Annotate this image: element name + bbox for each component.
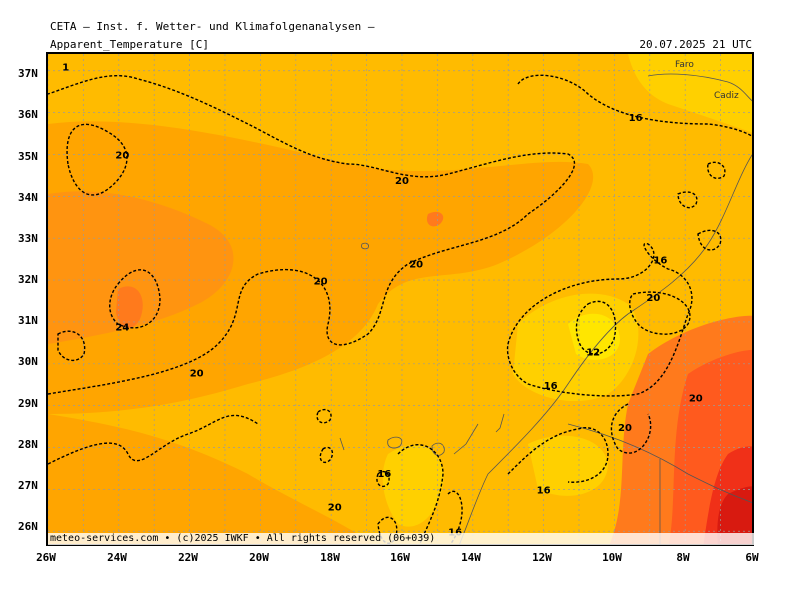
contour-20-blob3	[707, 161, 726, 180]
contour-20-center	[48, 75, 575, 395]
lon-label: 20W	[249, 551, 269, 564]
contour-label: 20	[409, 260, 423, 271]
contour-16-south	[507, 427, 609, 483]
contour-label: 1	[62, 63, 69, 74]
city-label-cadiz: Cadiz	[714, 91, 739, 101]
temperature-map: 1 20 24 20 20 20 20 16 16 20 12 16 20 20 16 16 20 16	[48, 54, 752, 544]
canary-tenerife	[387, 436, 403, 449]
contour-24b	[57, 330, 86, 361]
lon-label: 16W	[390, 551, 410, 564]
lat-label: 36N	[18, 108, 38, 121]
contour-16-small	[376, 470, 390, 488]
contour-20-isl2	[319, 446, 334, 464]
contour-label: 20	[190, 368, 204, 379]
contour-16-sw	[397, 444, 444, 544]
contour-label: 20	[689, 393, 703, 404]
lat-label: 31N	[18, 314, 38, 327]
contour-labels: 1 20 24 20 20 20 20 16 16 20 12 16 20 20 16 16 20 16	[62, 63, 703, 539]
madeira	[361, 242, 369, 250]
contour-16-north	[517, 74, 752, 137]
contour-label: 16	[448, 527, 462, 538]
lon-label: 22W	[178, 551, 198, 564]
map-title: CETA — Inst. f. Wetter- und Klimafolgena…	[50, 20, 375, 33]
contour-label: 16	[377, 469, 391, 480]
region-cool-north	[628, 54, 752, 133]
contour-20-blob1	[697, 229, 722, 251]
lat-label: 28N	[18, 438, 38, 451]
contour-16-bottom	[447, 490, 463, 544]
city-label-faro: Faro	[675, 60, 694, 70]
contour-20-east	[629, 291, 691, 335]
contour-24	[109, 269, 161, 329]
region-cool-south2	[528, 435, 608, 496]
lon-label: 8W	[676, 551, 690, 564]
lat-label: 30N	[18, 355, 38, 368]
contour-label: 20	[115, 151, 129, 162]
contour-20-north	[66, 123, 128, 196]
contour-label: 16	[544, 381, 558, 392]
contour-20-se	[610, 403, 652, 454]
copyright-notice: meteo-services.com • (c)2025 IWKF • All …	[48, 533, 755, 545]
contour-lines	[48, 74, 752, 544]
region-warm-sw	[48, 414, 373, 544]
map-frame: 1 20 24 20 20 20 20 16 16 20 12 16 20 20 16 16 20 16	[46, 52, 754, 546]
lat-label: 35N	[18, 150, 38, 163]
lat-label: 32N	[18, 273, 38, 286]
valid-time: 20.07.2025 21 UTC	[639, 38, 752, 51]
contour-label: 24	[115, 322, 129, 333]
hotspot-west	[116, 286, 143, 328]
contour-20-isl1	[316, 408, 332, 424]
contour-20-blob2	[677, 191, 698, 209]
lat-label: 33N	[18, 232, 38, 245]
lat-label: 29N	[18, 397, 38, 410]
lon-label: 14W	[461, 551, 481, 564]
hotspot-mid	[426, 211, 444, 227]
canary-lapalma	[339, 437, 345, 451]
region-cool-south	[382, 445, 444, 527]
canary-fuerteventura	[453, 423, 479, 455]
contour-20-south	[48, 414, 259, 465]
contour-label: 20	[618, 423, 632, 434]
contour-label: 20	[646, 293, 660, 304]
lon-label: 10W	[602, 551, 622, 564]
lon-label: 26W	[36, 551, 56, 564]
lon-label: 18W	[320, 551, 340, 564]
contour-12	[575, 300, 617, 355]
parameter-label: Apparent_Temperature [C]	[50, 38, 209, 51]
contour-label: 20	[395, 176, 409, 187]
region-hot-se4	[717, 486, 752, 544]
canary-lanzarote	[495, 413, 505, 433]
contour-label: 20	[314, 276, 328, 287]
canary-grancanaria	[431, 442, 445, 456]
lon-label: 6W	[745, 551, 759, 564]
contour-label: 16	[629, 113, 643, 124]
contour-label: 20	[328, 502, 342, 513]
contour-label: 16	[537, 486, 551, 497]
lon-label: 24W	[107, 551, 127, 564]
lat-label: 27N	[18, 479, 38, 492]
lon-label: 12W	[532, 551, 552, 564]
contour-label: 16	[653, 255, 667, 266]
coast-iberia	[647, 73, 752, 102]
region-warmer-west	[48, 191, 234, 344]
region-warm-west	[48, 121, 594, 414]
coast-morocco	[459, 154, 752, 544]
lat-lon-grid	[48, 54, 752, 544]
lat-label: 26N	[18, 520, 38, 533]
region-coolest	[568, 313, 620, 360]
contour-label: 12	[586, 347, 600, 358]
lat-label: 34N	[18, 191, 38, 204]
lat-label: 37N	[18, 67, 38, 80]
